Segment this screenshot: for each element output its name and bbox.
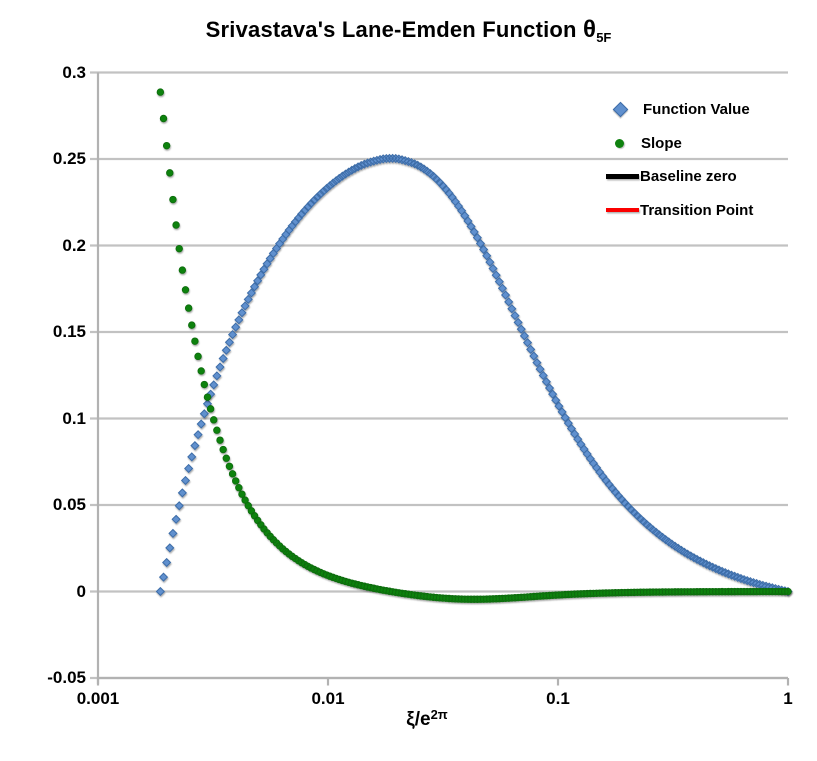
- transition-point-line-icon: [606, 207, 639, 213]
- x-axis-label-base: ξ/e: [406, 709, 431, 730]
- y-tick-label: 0.25: [52, 149, 86, 168]
- x-tick-label: 0.1: [546, 689, 570, 708]
- theta-subscript: 5F: [596, 30, 612, 45]
- y-tick-label: 0: [76, 581, 86, 601]
- chart-title: Srivastava's Lane-Emden Function θ5F: [0, 16, 817, 45]
- legend-item-slope[interactable]: Slope: [606, 130, 682, 156]
- series-slope[interactable]: [156, 88, 792, 603]
- x-tick-label: 1: [783, 689, 793, 708]
- legend-item-baseline-zero[interactable]: Baseline zero: [606, 163, 737, 189]
- x-tick-label: 0.001: [76, 689, 120, 708]
- function-value-marker-icon: [612, 101, 629, 117]
- axes: [96, 72, 790, 686]
- x-axis-label-exponent: 2π: [430, 707, 448, 722]
- y-tick-label: -0.05: [47, 668, 86, 687]
- y-tick-label: 0.1: [62, 408, 86, 428]
- y-tick-label: 0.2: [62, 235, 86, 255]
- series-function-value[interactable]: [155, 153, 793, 597]
- chart-title-text: Srivastava's Lane-Emden Function: [205, 17, 584, 42]
- y-tick-label: 0.3: [62, 62, 86, 82]
- legend-item-transition-point[interactable]: Transition Point: [606, 197, 753, 223]
- x-tick-label: 0.01: [311, 689, 345, 708]
- baseline-zero-line-icon: [606, 173, 639, 179]
- x-axis-label: ξ/e2π: [37, 707, 817, 731]
- legend-item-function-value[interactable]: Function Value: [606, 96, 750, 122]
- slope-marker-icon: [615, 138, 624, 148]
- legend-label-transition-point: Transition Point: [640, 201, 754, 219]
- legend-label-function-value: Function Value: [643, 100, 750, 118]
- legend-label-slope: Slope: [641, 134, 682, 152]
- legend-label-baseline-zero: Baseline zero: [640, 167, 737, 185]
- y-tick-label: 0.05: [52, 495, 86, 514]
- theta-symbol: θ: [583, 16, 597, 43]
- y-tick-label: 0.15: [52, 322, 86, 341]
